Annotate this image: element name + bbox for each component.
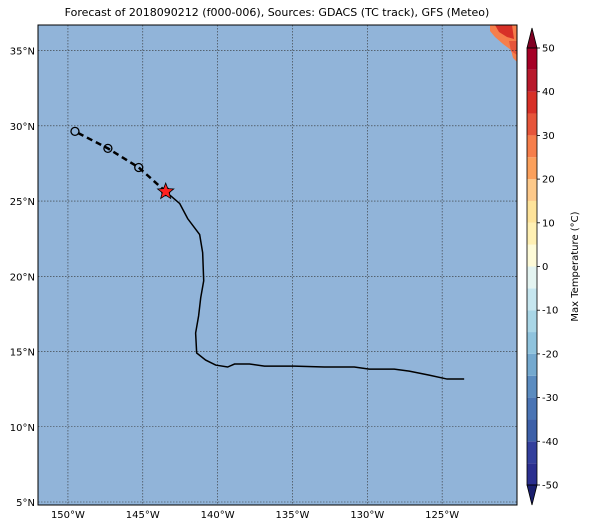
colorbar-segment	[527, 266, 537, 289]
colorbar-segment	[527, 179, 537, 201]
colorbar-segment	[527, 332, 537, 354]
x-tick-label: 135°W	[275, 510, 309, 521]
forecast-point	[134, 162, 144, 173]
y-tick-label: 20°N	[10, 272, 35, 283]
forecast-track	[74, 130, 167, 193]
colorbar-segment	[527, 441, 537, 464]
land-temperature	[495, 25, 514, 39]
colorbar-tick-label: -50	[542, 481, 558, 492]
colorbar-segment	[527, 463, 537, 485]
x-tick-label: 130°W	[350, 510, 384, 521]
forecast-point	[103, 143, 113, 154]
x-tick-label: 150°W	[51, 510, 85, 521]
land-temperature	[509, 41, 517, 55]
y-tick-label: 35°N	[10, 47, 35, 58]
colorbar-tick-label: -30	[542, 393, 558, 404]
x-tick-label: 145°W	[126, 510, 160, 521]
colorbar-segment	[527, 353, 537, 376]
forecast-point	[70, 126, 80, 137]
colorbar-tick-label: -10	[542, 306, 558, 317]
colorbar-segment	[527, 48, 537, 70]
colorbar-tick-label: -40	[542, 437, 558, 448]
colorbar-tick-label: 50	[542, 44, 555, 55]
ocean	[38, 25, 517, 505]
colorbar-tick-label: 40	[542, 87, 555, 98]
colorbar-segment	[527, 222, 537, 245]
colorbar-segment	[527, 419, 537, 442]
colorbar-segment	[527, 91, 537, 114]
colorbar-extend-over	[526, 27, 538, 49]
y-tick-label: 5°N	[16, 498, 35, 509]
y-tick-label: 10°N	[10, 423, 35, 434]
y-tick-label: 30°N	[10, 122, 35, 133]
current-position	[156, 181, 175, 200]
colorbar-tick-label: 30	[542, 131, 555, 142]
map-frame	[37, 24, 518, 506]
colorbar-segment	[527, 244, 537, 267]
y-tick-label: 15°N	[10, 348, 35, 359]
colorbar-tick-label: 0	[542, 262, 548, 273]
colorbar-segment	[527, 157, 537, 180]
colorbar-tick-label: 20	[542, 175, 555, 186]
chart-title: Forecast of 2018090212 (f000-006), Sourc…	[65, 6, 490, 19]
x-tick-label: 140°W	[201, 510, 235, 521]
y-tick-label: 25°N	[10, 197, 35, 208]
colorbar-extend-under	[526, 484, 538, 506]
x-tick-label: 125°W	[425, 510, 459, 521]
colorbar-segment	[527, 113, 537, 136]
past-track	[165, 191, 465, 380]
colorbar-segment	[527, 135, 537, 158]
colorbar-label: Max Temperature (°C)	[570, 211, 581, 321]
colorbar-segment	[527, 288, 537, 311]
colorbar-tick-label: -20	[542, 349, 558, 360]
colorbar-segment	[527, 310, 537, 333]
colorbar-segment	[527, 397, 537, 420]
colorbar-segment	[527, 69, 537, 92]
colorbar-segment	[527, 375, 537, 398]
colorbar-tick-label: 10	[542, 218, 555, 229]
colorbar-segment	[527, 200, 537, 223]
